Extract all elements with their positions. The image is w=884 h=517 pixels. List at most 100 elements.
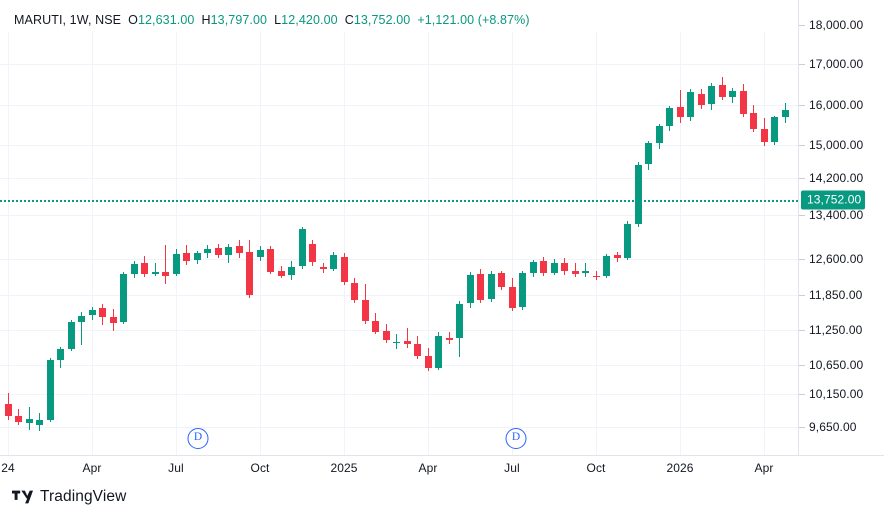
horizontal-gridline <box>0 394 798 395</box>
price-tick-dash <box>799 365 805 366</box>
candle-body-bearish <box>236 246 243 253</box>
legend-exchange[interactable]: NSE <box>95 13 122 27</box>
candle-body-bullish <box>603 255 610 276</box>
tradingview-branding[interactable]: TradingView <box>12 488 126 506</box>
vertical-gridline <box>512 32 513 455</box>
candle-body-bullish <box>152 272 159 274</box>
legend-low-label: L <box>274 13 282 27</box>
time-axis-tick: 2026 <box>666 461 694 475</box>
candle-body-bullish <box>299 228 306 267</box>
time-axis-tick: Oct <box>250 461 270 475</box>
time-axis-tick: 24 <box>1 461 15 475</box>
vertical-gridline <box>596 32 597 455</box>
candle-body-bullish <box>257 249 264 257</box>
price-tick-dash <box>799 145 805 146</box>
candle-body-bullish <box>708 85 715 105</box>
vertical-gridline <box>92 32 93 455</box>
time-axis-separator <box>0 455 884 456</box>
candle-body-bullish <box>582 270 589 274</box>
vertical-gridline <box>428 32 429 455</box>
candle-body-bullish <box>131 263 138 274</box>
legend-close-label: C <box>344 13 354 27</box>
current-price-badge[interactable]: 13,752.00 <box>801 190 866 210</box>
candle-body-bullish <box>204 248 211 253</box>
legend-high-value: 13,797.00 <box>210 13 268 27</box>
candle-body-bullish <box>551 263 558 273</box>
price-axis-tick: 15,000.00 <box>809 138 864 152</box>
tradingview-logo-icon <box>12 490 33 504</box>
tradingview-logo-text: TradingView <box>40 488 127 505</box>
chart-plot-area[interactable] <box>0 32 798 455</box>
horizontal-gridline <box>0 105 798 106</box>
legend-symbol[interactable]: MARUTI <box>14 13 63 27</box>
price-axis-separator <box>798 0 799 455</box>
legend-interval[interactable]: 1W <box>69 13 88 27</box>
candle-body-bearish <box>572 271 579 274</box>
candle-wick <box>406 328 409 348</box>
candle-body-bearish <box>509 286 516 308</box>
time-axis-tick: Jul <box>504 461 520 475</box>
legend-low-value: 12,420.00 <box>281 13 338 27</box>
candle-body-bullish <box>57 349 64 361</box>
candle-body-bullish <box>645 143 652 165</box>
price-axis[interactable]: 18,000.00 17,000.00 16,000.00 15,000.00 14,2… <box>799 0 884 455</box>
time-axis-tick: Apr <box>754 461 774 475</box>
candle-body-bullish <box>729 91 736 97</box>
candle-body-bullish <box>656 126 663 143</box>
candle-wick <box>679 90 682 123</box>
vertical-gridline <box>176 32 177 455</box>
candle-wick <box>395 334 398 349</box>
candle-wick <box>28 407 31 430</box>
time-axis-tick: Apr <box>418 461 438 475</box>
candle-wick <box>595 270 598 281</box>
price-axis-tick: 10,150.00 <box>809 387 864 401</box>
price-tick-dash <box>799 64 805 65</box>
dividend-marker[interactable]: D <box>187 428 209 449</box>
price-axis-tick: 17,000.00 <box>809 57 864 71</box>
horizontal-gridline <box>0 64 798 65</box>
price-axis-tick: 16,000.00 <box>809 98 864 112</box>
candle-wick <box>574 262 577 278</box>
candle-body-bullish <box>435 336 442 368</box>
candle-body-bearish <box>561 262 568 272</box>
price-axis-tick: 12,600.00 <box>809 252 864 266</box>
candle-body-bearish <box>698 93 705 105</box>
candle-body-bullish <box>393 341 400 344</box>
horizontal-gridline <box>0 145 798 146</box>
candle-wick <box>154 262 157 276</box>
candle-body-bearish <box>309 244 316 262</box>
legend-high-label: H <box>201 13 211 27</box>
candle-body-bullish <box>47 360 54 420</box>
price-tick-dash <box>799 259 805 260</box>
candle-body-bearish <box>761 128 768 143</box>
horizontal-gridline <box>0 365 798 366</box>
candle-body-bullish <box>488 273 495 300</box>
legend-change: +1,121.00 (+8.87%) <box>417 13 530 27</box>
candle-body-bearish <box>5 403 12 417</box>
legend-close-value: 13,752.00 <box>353 13 411 27</box>
candle-body-bearish <box>404 341 411 344</box>
candle-body-bearish <box>614 255 621 259</box>
candle-body-bearish <box>246 252 253 295</box>
time-axis[interactable]: 24 Apr Jul Oct 2025 Apr Jul Oct 2026 Apr <box>0 456 798 484</box>
candle-wick <box>80 311 83 346</box>
price-tick-dash <box>799 25 805 26</box>
candle-body-bearish <box>267 249 274 272</box>
candle-body-bearish <box>183 253 190 261</box>
price-tick-dash <box>799 394 805 395</box>
candle-body-bullish <box>530 261 537 273</box>
dividend-marker[interactable]: D <box>505 428 527 449</box>
candle-body-bearish <box>498 273 505 288</box>
candle-body-bullish <box>68 321 75 349</box>
candle-body-bullish <box>782 110 789 117</box>
vertical-gridline <box>680 32 681 455</box>
horizontal-gridline <box>0 215 798 216</box>
candle-body-bearish <box>677 107 684 118</box>
candle-wick <box>164 244 167 284</box>
candle-body-bullish <box>687 92 694 117</box>
price-axis-tick: 10,650.00 <box>809 358 864 372</box>
candle-wick <box>448 332 451 344</box>
price-tick-dash <box>799 105 805 106</box>
horizontal-gridline <box>0 330 798 331</box>
